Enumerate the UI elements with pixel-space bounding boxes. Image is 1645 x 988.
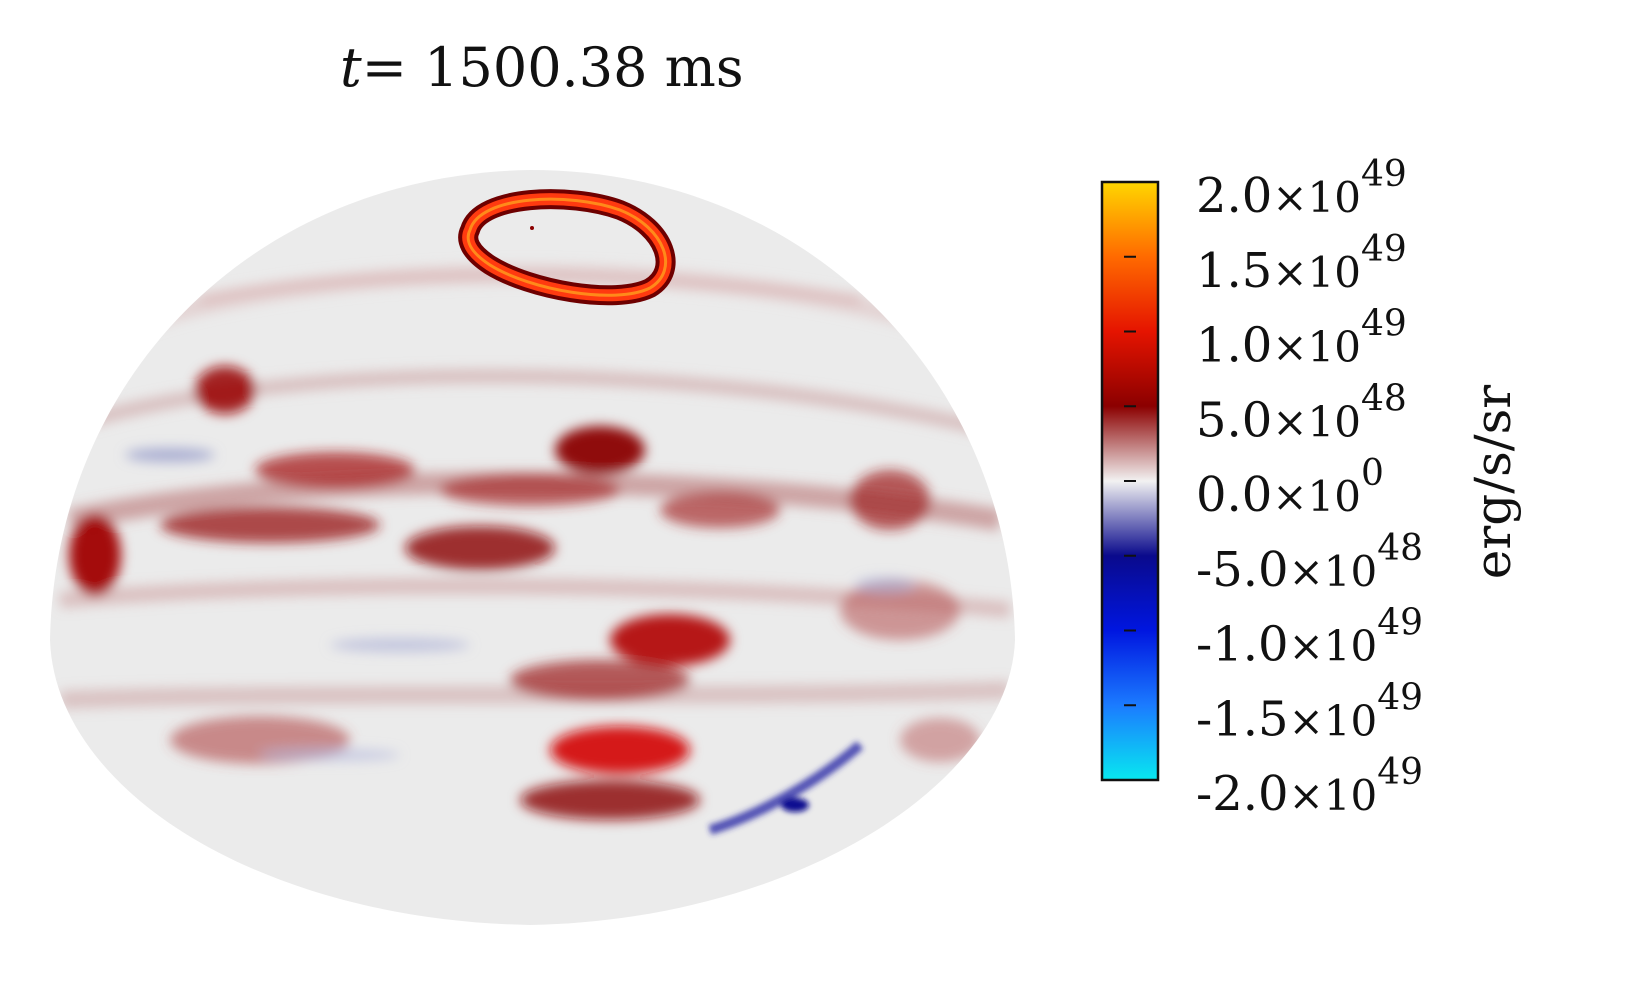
- colorbar-tick-label: 2.0×1049: [1196, 154, 1407, 224]
- blue-streak: [708, 741, 864, 835]
- tick-exponent: 49: [1377, 603, 1423, 644]
- tick-exponent: 49: [1377, 677, 1423, 718]
- polar-ring: [458, 189, 676, 306]
- tick-times-ten: ×10: [1289, 771, 1378, 820]
- title-unit: ms: [664, 36, 744, 99]
- tick-exponent: 49: [1361, 229, 1407, 270]
- tick-times-ten: ×10: [1289, 696, 1378, 745]
- tick-times-ten: ×10: [1272, 248, 1361, 297]
- colorbar-tick-label: -1.5×1049: [1196, 677, 1423, 747]
- tick-exponent: 49: [1361, 304, 1407, 345]
- tick-mantissa: -5.0: [1196, 542, 1289, 598]
- tick-times-ten: ×10: [1289, 622, 1378, 671]
- tick-mantissa: 1.0: [1196, 318, 1272, 374]
- tick-mantissa: -1.0: [1196, 617, 1289, 673]
- tick-mantissa: 0.0: [1196, 467, 1272, 523]
- tick-times-ten: ×10: [1289, 547, 1378, 596]
- tick-times-ten: ×10: [1272, 397, 1361, 446]
- colorbar-tick-label: 1.5×1049: [1196, 229, 1407, 299]
- tick-exponent: 48: [1361, 378, 1407, 419]
- title-variable: t: [340, 36, 362, 99]
- tick-times-ten: ×10: [1272, 472, 1361, 521]
- hemisphere-features: [59, 189, 1011, 835]
- tick-mantissa: 2.0: [1196, 168, 1272, 224]
- tick-times-ten: ×10: [1272, 173, 1361, 222]
- tick-mantissa: -2.0: [1196, 766, 1289, 822]
- tick-exponent: 0: [1361, 453, 1384, 494]
- tick-times-ten: ×10: [1272, 323, 1361, 372]
- colorbar-tick-label: -2.0×1049: [1196, 752, 1423, 822]
- tick-mantissa: -1.5: [1196, 691, 1289, 747]
- tick-mantissa: 5.0: [1196, 392, 1272, 448]
- tick-mantissa: 1.5: [1196, 243, 1272, 299]
- colorbar-tick-label: 5.0×1048: [1196, 378, 1407, 448]
- tick-exponent: 48: [1377, 528, 1423, 569]
- colorbar-tick-label: 1.0×1049: [1196, 304, 1407, 374]
- title-equals: =: [361, 36, 407, 99]
- tick-exponent: 49: [1361, 154, 1407, 195]
- colorbar-tick-label: 0.0×100: [1196, 453, 1384, 523]
- colorbar-tick-label: -1.0×1049: [1196, 603, 1423, 673]
- colorbar: 2.0×10491.5×10491.0×10495.0×10480.0×100-…: [1100, 154, 1423, 822]
- tick-exponent: 49: [1377, 752, 1423, 793]
- colorbar-tick-label: -5.0×1048: [1196, 528, 1423, 598]
- hemisphere-map: [50, 170, 1015, 925]
- title-value: 1500.38: [424, 36, 648, 99]
- chart-title: t= 1500.38 ms: [340, 36, 744, 99]
- colorbar-label: erg/s/sr: [1464, 385, 1522, 580]
